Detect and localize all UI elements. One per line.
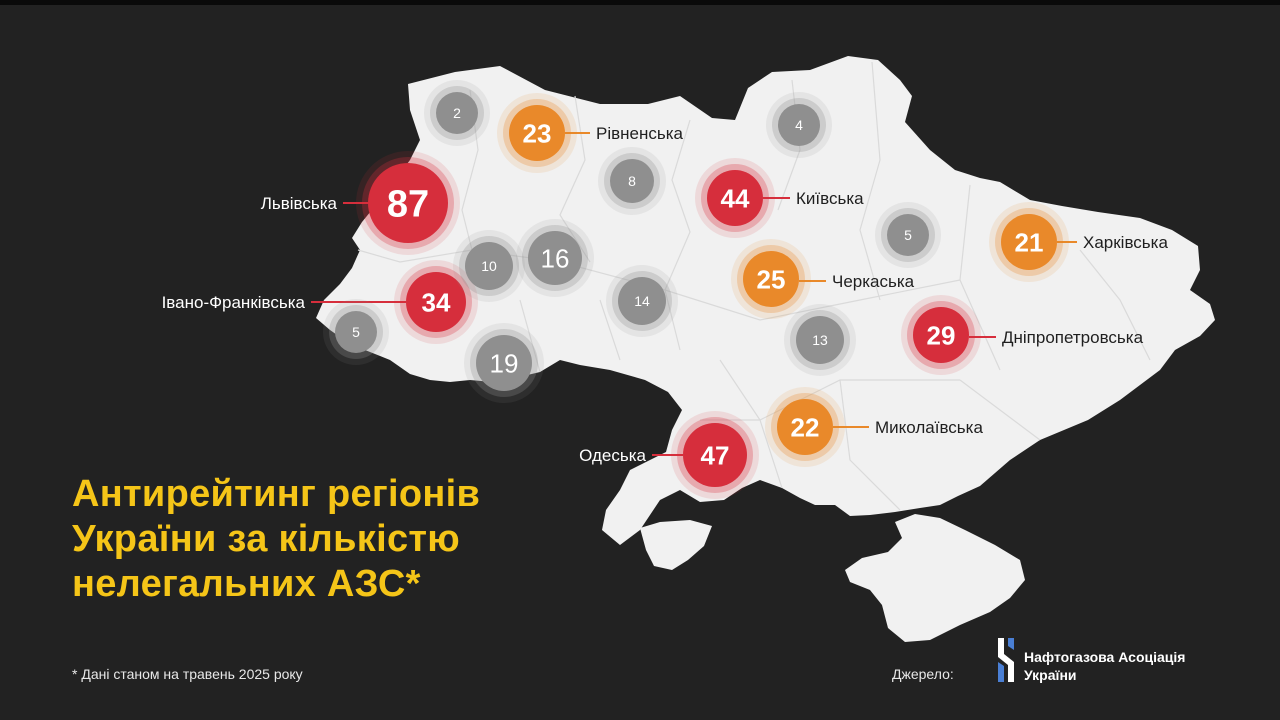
title-line-3: нелегальних АЗС* — [72, 563, 421, 605]
marker-medium-7: 22 — [765, 387, 845, 467]
marker-low-10: 4 — [766, 92, 832, 158]
marker-value: 14 — [634, 293, 650, 309]
marker-high-2: 47 — [671, 411, 759, 499]
marker-medium-5: 23 — [497, 93, 577, 173]
source-org-line-1: Нафтогазова Асоціація — [1024, 649, 1186, 665]
marker-disc — [707, 170, 763, 226]
marker-value: 19 — [490, 348, 519, 378]
marker-value: 16 — [541, 243, 570, 273]
marker-medium-8: 21 — [989, 202, 1069, 282]
title-line-1: Антирейтинг регіонів — [72, 473, 481, 515]
region-label: Львівська — [261, 194, 338, 213]
marker-low-15: 14 — [606, 265, 678, 337]
marker-value: 87 — [387, 184, 429, 226]
marker-disc — [406, 272, 466, 332]
marker-disc — [887, 214, 929, 256]
marker-high-1: 34 — [394, 260, 478, 344]
marker-disc — [683, 423, 747, 487]
marker-high-4: 29 — [901, 295, 981, 375]
source-org: Нафтогазова Асоціація України — [1024, 648, 1185, 684]
region-label: Харківська — [1083, 233, 1168, 252]
marker-value: 2 — [453, 105, 461, 121]
marker-disc — [528, 231, 582, 285]
region-label: Рівненська — [596, 124, 684, 143]
association-logo-icon — [998, 638, 1014, 682]
marker-disc — [465, 242, 513, 290]
marker-value: 5 — [352, 324, 360, 340]
marker-disc — [796, 316, 844, 364]
region-label: Одеська — [579, 446, 646, 465]
marker-disc — [476, 335, 532, 391]
marker-low-14: 5 — [875, 202, 941, 268]
marker-disc — [335, 311, 377, 353]
marker-value: 23 — [523, 118, 552, 148]
region-label: Дніпропетровська — [1002, 328, 1144, 347]
marker-value: 21 — [1015, 227, 1044, 257]
marker-low-9: 2 — [424, 80, 490, 146]
marker-value: 4 — [795, 117, 803, 133]
marker-disc — [1001, 214, 1057, 270]
marker-value: 44 — [721, 183, 750, 213]
marker-value: 13 — [812, 332, 828, 348]
title-line-2: України за кількістю — [72, 518, 461, 560]
region-label: Київська — [796, 189, 864, 208]
marker-value: 22 — [791, 412, 820, 442]
marker-low-16: 13 — [784, 304, 856, 376]
marker-high-3: 44 — [695, 158, 775, 238]
source-label: Джерело: — [892, 666, 954, 682]
marker-value: 10 — [481, 258, 497, 274]
crimea-peninsula — [845, 514, 1025, 642]
marker-disc — [618, 277, 666, 325]
marker-high-0: 87 — [356, 151, 460, 255]
marker-value: 5 — [904, 227, 912, 243]
marker-value: 34 — [422, 287, 451, 317]
marker-low-18: 5 — [323, 299, 389, 365]
marker-medium-6: 25 — [731, 239, 811, 319]
marker-disc — [368, 163, 448, 243]
marker-value: 29 — [927, 320, 956, 350]
marker-low-11: 8 — [598, 147, 666, 215]
marker-disc — [610, 159, 654, 203]
leader-lines — [311, 132, 1077, 456]
region-label: Черкаська — [832, 272, 915, 291]
marker-disc — [777, 399, 833, 455]
footnote: * Дані станом на травень 2025 року — [72, 666, 303, 682]
marker-disc — [913, 307, 969, 363]
marker-value: 25 — [757, 264, 786, 294]
marker-low-12: 10 — [453, 230, 525, 302]
danube-delta — [640, 520, 712, 570]
marker-disc — [509, 105, 565, 161]
marker-low-13: 16 — [516, 219, 594, 297]
page-title: Антирейтинг регіонів України за кількіст… — [72, 472, 592, 607]
marker-disc — [743, 251, 799, 307]
source-org-line-2: України — [1024, 667, 1077, 683]
region-label: Миколаївська — [875, 418, 983, 437]
region-label: Івано-Франківська — [162, 293, 306, 312]
marker-disc — [436, 92, 478, 134]
marker-disc — [778, 104, 820, 146]
marker-value: 8 — [628, 173, 636, 189]
marker-low-17: 19 — [464, 323, 544, 403]
marker-value: 47 — [701, 440, 730, 470]
top-bar — [0, 0, 1280, 5]
